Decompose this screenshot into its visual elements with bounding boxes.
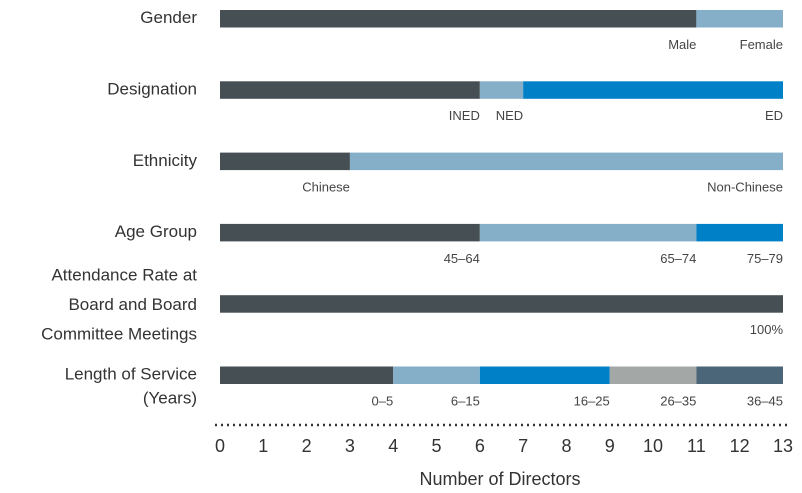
segment-label: Non-Chinese	[707, 180, 783, 195]
segment-label: Female	[740, 37, 783, 52]
segment-label: 26–35	[660, 393, 696, 408]
segment-label: 100%	[750, 322, 784, 337]
bar-segment	[479, 223, 697, 242]
bar-segment	[220, 223, 480, 242]
x-tick-label: 4	[388, 436, 398, 456]
bar-segment	[349, 152, 783, 171]
bar-segment	[479, 81, 524, 99]
bar-segment	[696, 223, 783, 242]
x-tick-label: 0	[215, 436, 225, 456]
x-tick-label: 6	[475, 436, 485, 456]
segment-label: 0–5	[372, 393, 394, 408]
x-tick-label: 10	[643, 436, 663, 456]
bar-segment	[220, 81, 480, 99]
x-tick-label: 3	[345, 436, 355, 456]
x-tick-label: 7	[518, 436, 528, 456]
x-tick-label: 13	[773, 436, 793, 456]
segment-label: 75–79	[747, 251, 783, 266]
category-label: Committee Meetings	[41, 324, 197, 343]
x-tick-label: 2	[302, 436, 312, 456]
bar-segment	[393, 366, 480, 384]
bar-segment	[220, 10, 697, 28]
category-label: (Years)	[143, 389, 197, 408]
x-tick-label: 9	[605, 436, 615, 456]
category-label: Board and Board	[68, 295, 197, 314]
bar-segment	[479, 366, 610, 384]
segment-label: INED	[449, 108, 480, 123]
x-axis-label: Number of Directors	[419, 469, 580, 489]
segment-label: Male	[668, 37, 696, 52]
bar-segment	[696, 10, 783, 28]
bar-segment	[220, 295, 783, 313]
segment-label: 6–15	[451, 393, 480, 408]
segment-label: Chinese	[302, 180, 350, 195]
segment-label: 16–25	[574, 393, 610, 408]
category-label: Ethnicity	[133, 151, 198, 170]
category-label: Designation	[107, 80, 197, 99]
segment-label: 45–64	[444, 251, 480, 266]
x-tick-label: 11	[687, 436, 706, 456]
category-label: Length of Service	[65, 365, 197, 384]
segment-label: 36–45	[747, 393, 783, 408]
x-tick-label: 12	[730, 436, 750, 456]
bar-segment	[696, 366, 783, 384]
bar-segment	[523, 81, 783, 99]
bar-segment	[609, 366, 697, 384]
category-label: Age Group	[115, 222, 197, 241]
category-label: Gender	[140, 8, 197, 27]
segment-label: 65–74	[660, 251, 696, 266]
segment-label: NED	[496, 108, 523, 123]
x-tick-label: 8	[561, 436, 571, 456]
x-tick-label: 5	[432, 436, 442, 456]
bar-segment	[220, 366, 394, 384]
bar-segment	[220, 152, 350, 171]
segment-label: ED	[765, 108, 783, 123]
x-tick-label: 1	[258, 436, 268, 456]
category-label: Attendance Rate at	[51, 265, 197, 284]
